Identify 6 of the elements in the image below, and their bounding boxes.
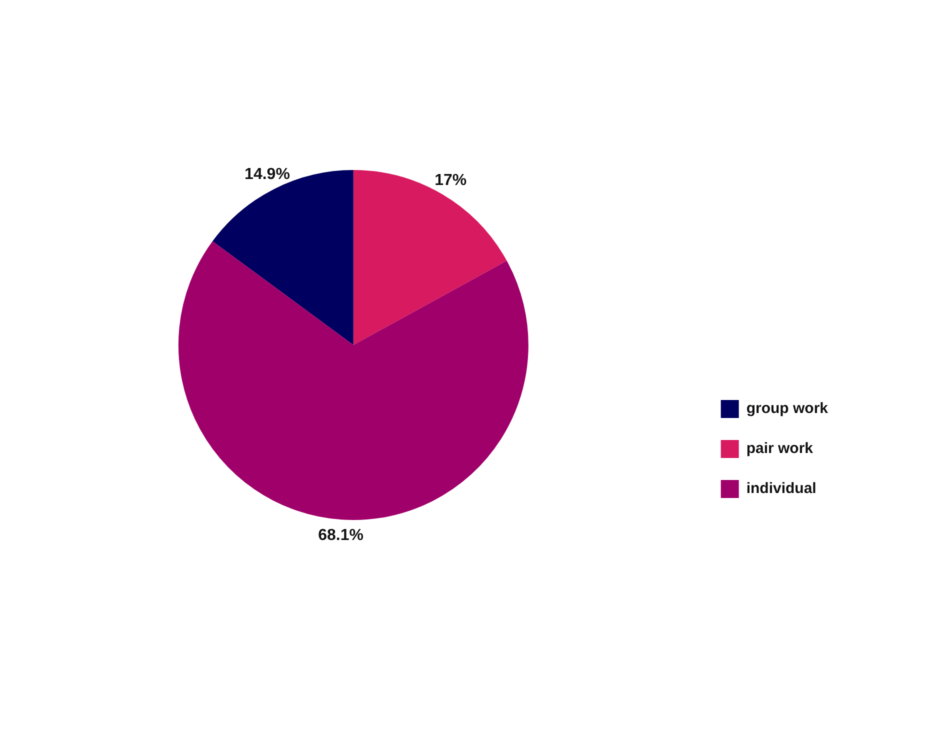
data-label: 68.1% — [318, 526, 364, 544]
legend-label: individual — [746, 480, 816, 498]
data-label: 17% — [434, 172, 467, 190]
data-label: 14.9% — [244, 166, 290, 183]
legend-label: pair work — [746, 440, 814, 458]
legend-label: group work — [746, 400, 829, 418]
